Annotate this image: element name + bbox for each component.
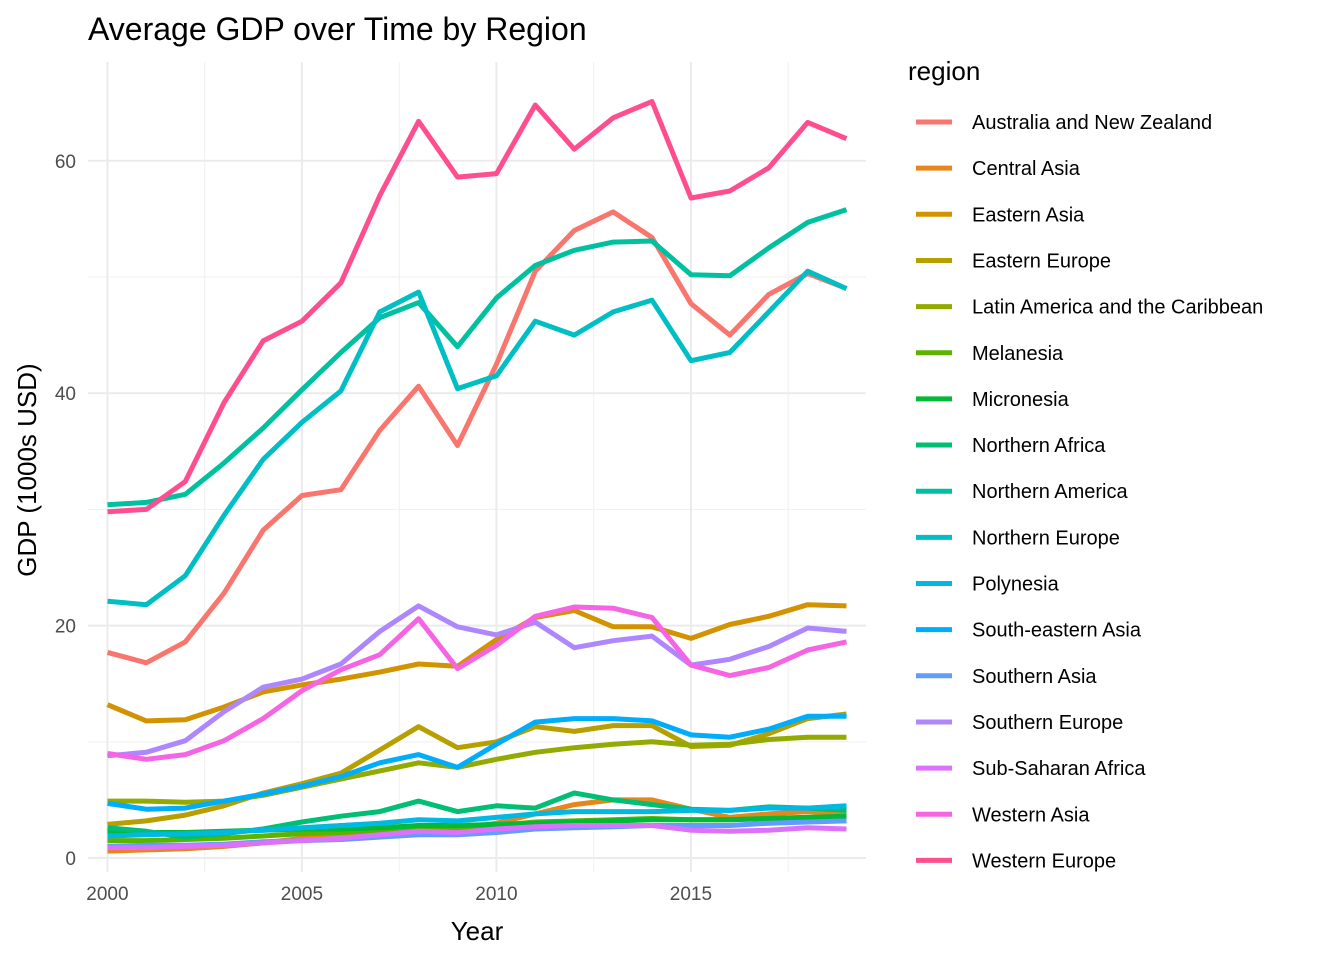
series-line-sub-saharan-africa xyxy=(107,823,847,851)
legend-label-northern-africa: Northern Africa xyxy=(972,435,1106,457)
x-tick-label: 2005 xyxy=(281,884,323,905)
legend-label-australia-and-new-zealand: Australia and New Zealand xyxy=(972,112,1212,134)
legend-label-southern-europe: Southern Europe xyxy=(972,712,1123,734)
y-tick-label: 40 xyxy=(55,384,76,405)
legend-label-central-asia: Central Asia xyxy=(972,158,1081,180)
series-line-western-europe xyxy=(107,99,848,515)
legend-label-northern-america: Northern America xyxy=(972,481,1128,503)
plot-panel xyxy=(88,62,866,872)
grid xyxy=(88,62,866,872)
x-axis-label: Year xyxy=(451,916,504,946)
x-tick-label: 2000 xyxy=(86,884,128,905)
series-line-australia-and-new-zealand xyxy=(106,209,848,666)
legend-label-polynesia: Polynesia xyxy=(972,574,1060,596)
legend-label-eastern-europe: Eastern Europe xyxy=(972,250,1111,272)
series-line-eastern-asia xyxy=(106,602,847,724)
y-axis-ticks: 0 20 40 60 xyxy=(55,152,76,870)
series-line-northern-america xyxy=(107,207,848,508)
chart-title: Average GDP over Time by Region xyxy=(88,11,587,47)
legend-label-southern-asia: Southern Asia xyxy=(972,666,1097,688)
y-tick-label: 0 xyxy=(65,849,76,870)
legend-label-northern-europe: Northern Europe xyxy=(972,527,1120,549)
series-lines xyxy=(106,99,848,854)
legend-label-sub-saharan-africa: Sub-Saharan Africa xyxy=(972,758,1146,780)
series-line-polynesia xyxy=(107,803,847,839)
legend-label-western-europe: Western Europe xyxy=(972,850,1116,872)
series-line-southern-europe xyxy=(107,603,847,759)
legend: region Australia and New Zealand Central … xyxy=(908,56,1263,872)
legend-label-melanesia: Melanesia xyxy=(972,343,1064,365)
y-tick-label: 60 xyxy=(55,152,76,173)
y-axis-label: GDP (1000s USD) xyxy=(12,363,42,576)
legend-label-south-eastern-asia: South-eastern Asia xyxy=(972,620,1142,642)
legend-title: region xyxy=(908,56,980,86)
x-axis-ticks: 2000 2005 2010 2015 xyxy=(86,884,712,905)
x-tick-label: 2010 xyxy=(475,884,517,905)
series-line-south-eastern-asia xyxy=(107,713,847,812)
y-tick-label: 20 xyxy=(55,617,76,638)
legend-label-latin-america-and-the-caribbean: Latin America and the Caribbean xyxy=(972,297,1263,319)
x-tick-label: 2015 xyxy=(670,884,712,905)
legend-items: Australia and New Zealand Central Asia Eas… xyxy=(916,112,1263,872)
series-line-northern-europe xyxy=(107,268,848,608)
legend-label-micronesia: Micronesia xyxy=(972,389,1070,411)
series-line-western-asia xyxy=(107,604,848,762)
legend-label-eastern-asia: Eastern Asia xyxy=(972,204,1085,226)
legend-label-western-asia: Western Asia xyxy=(972,804,1090,826)
